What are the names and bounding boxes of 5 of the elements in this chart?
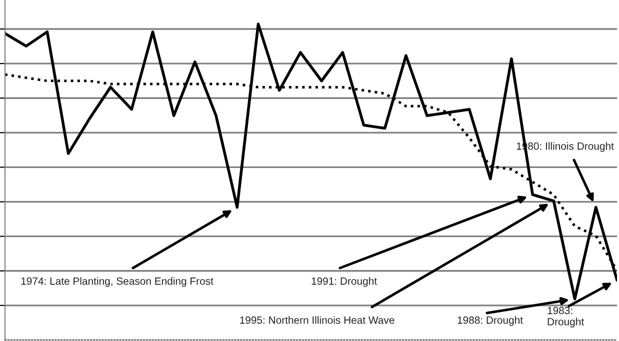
annotation: 1995: Northern Illinois Heat Wave bbox=[240, 316, 394, 324]
annotation: 1991: Drought bbox=[312, 277, 377, 287]
annotation: 1983: Drought bbox=[548, 306, 584, 328]
annotation: 1974: Late Planting, Season Ending Frost bbox=[21, 277, 214, 287]
annotation: 1988: Drought bbox=[458, 316, 523, 326]
